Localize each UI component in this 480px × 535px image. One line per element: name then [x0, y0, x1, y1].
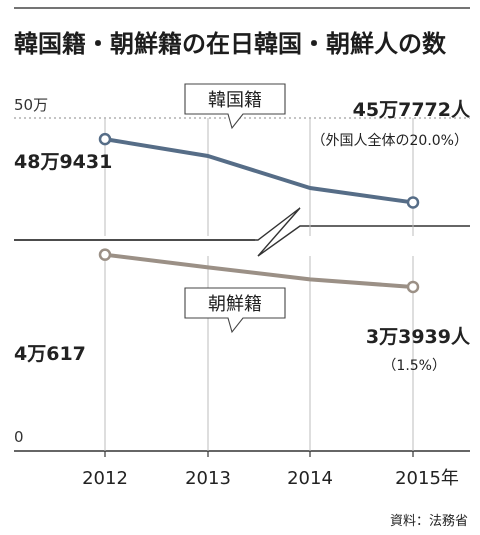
x-tick-label: 2014 — [287, 468, 333, 489]
end-note-joseon: （1.5%） — [382, 358, 446, 374]
x-tick-label: 2013 — [185, 468, 231, 489]
series-joseon — [98, 248, 420, 294]
source-note: 資料：法務省 — [390, 514, 468, 529]
start-label-joseon: 4万617 — [14, 343, 86, 365]
end-note-korea: （外国人全体の20.0%） — [312, 132, 468, 149]
end-label-joseon: 3万3939人 — [366, 326, 471, 348]
korea-point — [406, 196, 420, 209]
korea-point — [98, 132, 112, 146]
axis-break — [14, 207, 470, 257]
chart-title: 韓国籍・朝鮮籍の在日韓国・朝鮮人の数 — [14, 30, 447, 58]
end-label-korea: 45万7772人 — [353, 99, 471, 121]
legend-bubble-korea: 韓国籍 — [184, 83, 286, 130]
x-tick-label: 2015年 — [395, 468, 459, 489]
y-tick-50man: 50万 — [14, 96, 48, 114]
korea-line — [104, 137, 414, 205]
legend-bubble-joseon: 朝鮮籍 — [184, 287, 286, 334]
joseon-point — [406, 280, 420, 294]
y-tick-0: 0 — [14, 428, 24, 446]
series-korea — [98, 132, 420, 209]
joseon-point — [98, 248, 112, 261]
x-tick-labels: 2012 2013 2014 2015年 — [82, 468, 459, 489]
x-tick-label: 2012 — [82, 468, 128, 489]
joseon-line — [104, 252, 414, 289]
start-label-korea: 48万9431 — [14, 151, 112, 173]
legend-label-korea: 韓国籍 — [208, 90, 262, 111]
legend-label-joseon: 朝鮮籍 — [208, 294, 262, 315]
